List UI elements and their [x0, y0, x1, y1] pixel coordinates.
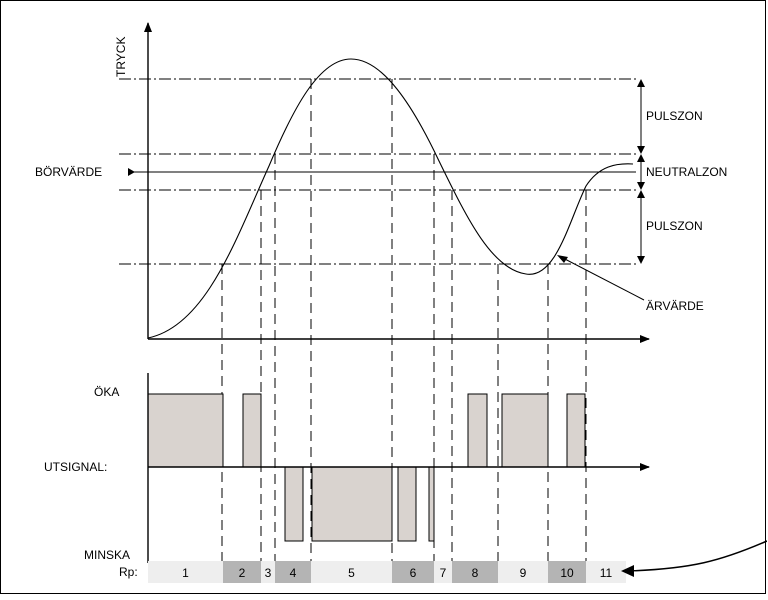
rp-pointer-curve: [626, 540, 768, 572]
increase-pulses: [147, 393, 586, 468]
rp-label: Rp:: [119, 565, 138, 579]
rp-segment: [148, 561, 223, 583]
rp-segment: [452, 561, 498, 583]
increase-pulse: [147, 393, 224, 468]
arrow-tip: [637, 146, 645, 154]
actual-value-curve: [147, 58, 634, 339]
increase-label: ÖKA: [94, 385, 119, 399]
increase-pulse: [467, 393, 488, 468]
decrease-pulse: [428, 466, 435, 542]
arrow-tip: [637, 79, 645, 87]
rp-segment-label: 3: [265, 566, 272, 580]
rp-segment-label: 2: [239, 566, 246, 580]
increase-pulse: [501, 393, 549, 468]
rp-segment-label: 4: [290, 566, 297, 580]
increase-pulse: [242, 393, 262, 468]
output-signal-label: UTSIGNAL:: [44, 460, 107, 474]
decrease-pulse: [284, 466, 304, 542]
actual-value-pointer-tip: [557, 255, 568, 263]
arrow-tip: [637, 256, 645, 264]
rp-segment: [261, 561, 275, 583]
setpoint-marker: [128, 168, 135, 176]
rp-segment-label: 7: [440, 566, 447, 580]
rp-segment-label: 11: [600, 566, 613, 580]
neutral-zone-label: NEUTRALZON: [646, 165, 727, 179]
decrease-label: MINSKA: [84, 548, 130, 562]
increase-pulse: [566, 393, 586, 468]
rp-segment-label: 8: [472, 566, 479, 580]
y-axis-label: TRYCK: [114, 37, 128, 77]
rp-segment: [311, 561, 392, 583]
rp-segment-label: 6: [410, 566, 417, 580]
rp-segment-label: 9: [520, 566, 527, 580]
setpoint-label: BÖRVÄRDE: [35, 165, 102, 179]
lower-pulse-zone-label: PULSZON: [646, 219, 703, 233]
zone-dimension-arrows: [637, 79, 645, 264]
rp-segment: [223, 561, 261, 583]
arrow-tip: [637, 190, 645, 198]
decrease-pulse: [397, 466, 417, 542]
rp-segment: [275, 561, 311, 583]
rp-pointer-tip: [621, 565, 634, 577]
actual-value-label: ÄRVÄRDE: [646, 299, 704, 313]
rp-segment-label: 10: [560, 566, 574, 580]
rp-segment: [586, 561, 626, 583]
rp-segment: [392, 561, 434, 583]
rp-segment: [498, 561, 548, 583]
rp-segment: [548, 561, 586, 583]
decrease-pulse: [311, 466, 393, 542]
rp-segment-label: 5: [348, 566, 355, 580]
rp-segment-label: 1: [182, 566, 189, 580]
rp-strip: 1 2 3 4 5 6 7 8 9 10 11: [148, 561, 626, 583]
arrow-tip: [637, 154, 645, 162]
upper-pulse-zone-label: PULSZON: [646, 109, 703, 123]
arrow-tip: [637, 182, 645, 190]
rp-segment: [434, 561, 452, 583]
actual-value-pointer: [560, 256, 645, 301]
decrease-pulses: [284, 466, 435, 542]
